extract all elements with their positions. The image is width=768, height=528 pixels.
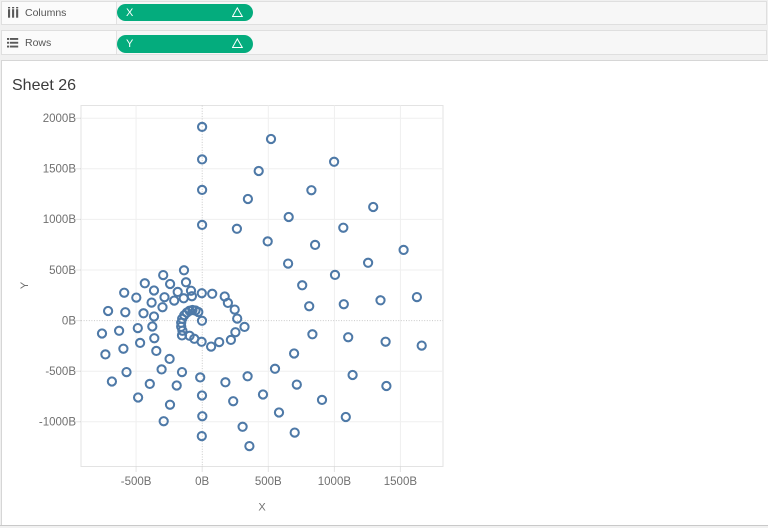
svg-text:0B: 0B xyxy=(195,476,209,488)
svg-text:0B: 0B xyxy=(62,315,76,327)
svg-text:Y: Y xyxy=(19,281,31,289)
svg-text:1500B: 1500B xyxy=(384,476,418,488)
svg-text:500B: 500B xyxy=(49,265,76,277)
svg-text:-500B: -500B xyxy=(45,366,76,378)
svg-text:X: X xyxy=(258,502,266,514)
svg-text:2000B: 2000B xyxy=(43,113,77,125)
svg-text:1000B: 1000B xyxy=(318,476,352,488)
svg-text:1000B: 1000B xyxy=(43,214,77,226)
svg-text:-1000B: -1000B xyxy=(39,417,76,429)
svg-text:1500B: 1500B xyxy=(43,164,77,176)
svg-text:500B: 500B xyxy=(255,476,282,488)
svg-text:-500B: -500B xyxy=(121,476,152,488)
